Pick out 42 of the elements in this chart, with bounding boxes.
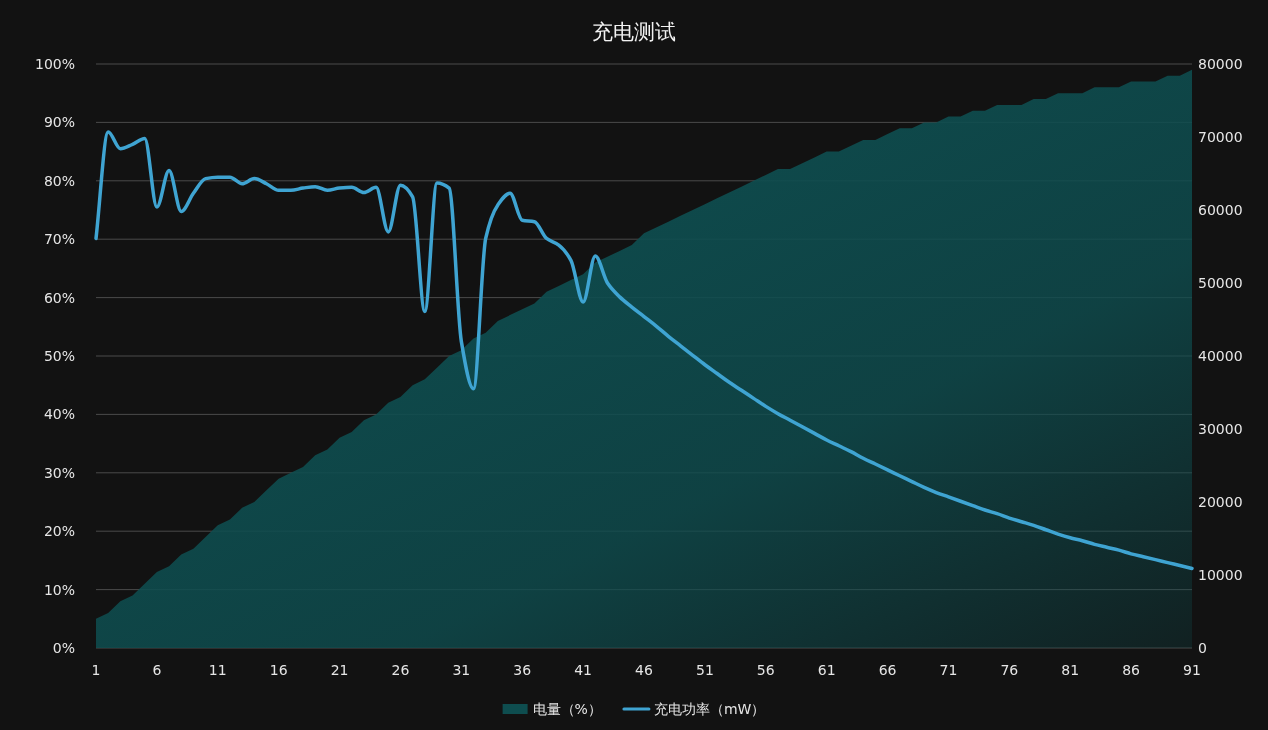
y2-tick: 30000 [1198, 421, 1243, 437]
legend-label: 充电功率（mW） [653, 701, 766, 717]
x-tick: 11 [208, 662, 227, 678]
x-tick: 36 [513, 662, 532, 678]
x-tick: 31 [452, 662, 471, 678]
title: 充电测试 [592, 20, 676, 44]
y2-tick: 0 [1198, 640, 1207, 656]
x-tick: 86 [1122, 662, 1141, 678]
y2-tick: 20000 [1198, 494, 1243, 510]
x-tick: 41 [574, 662, 593, 678]
x-tick: 61 [817, 662, 836, 678]
x-tick: 21 [330, 662, 349, 678]
x-tick: 46 [635, 662, 653, 678]
x-tick: 26 [391, 662, 410, 678]
y-tick: 20% [43, 523, 75, 540]
y-tick: 50% [43, 348, 75, 364]
x-tick: 1 [91, 662, 101, 678]
y2-tick: 60000 [1198, 202, 1243, 218]
y-tick: 0% [52, 640, 75, 656]
legend-label: 电量（%） [532, 701, 602, 717]
x-tick: 51 [695, 662, 714, 678]
x-tick: 91 [1183, 662, 1201, 678]
y-tick: 100% [34, 56, 75, 72]
x-tick: 56 [756, 662, 775, 678]
y2-tick: 50000 [1198, 275, 1243, 291]
x-tick: 71 [939, 662, 958, 678]
y2-tick: 80000 [1198, 56, 1243, 72]
x-tick: 76 [1000, 662, 1019, 678]
x-tick: 66 [878, 662, 897, 678]
x-tick: 81 [1061, 662, 1080, 678]
y-tick: 30% [43, 464, 75, 481]
x-tick: 16 [269, 662, 288, 678]
y-tick: 40% [43, 406, 75, 423]
y-tick: 60% [43, 289, 75, 306]
y-tick: 80% [43, 172, 75, 189]
y-tick: 90% [43, 114, 75, 131]
x-tick: 6 [152, 662, 162, 678]
y-tick: 70% [43, 231, 75, 248]
y2-tick: 70000 [1198, 129, 1243, 145]
y-tick: 10% [43, 581, 75, 598]
y2-tick: 40000 [1198, 348, 1243, 364]
y2-tick: 10000 [1198, 567, 1243, 583]
